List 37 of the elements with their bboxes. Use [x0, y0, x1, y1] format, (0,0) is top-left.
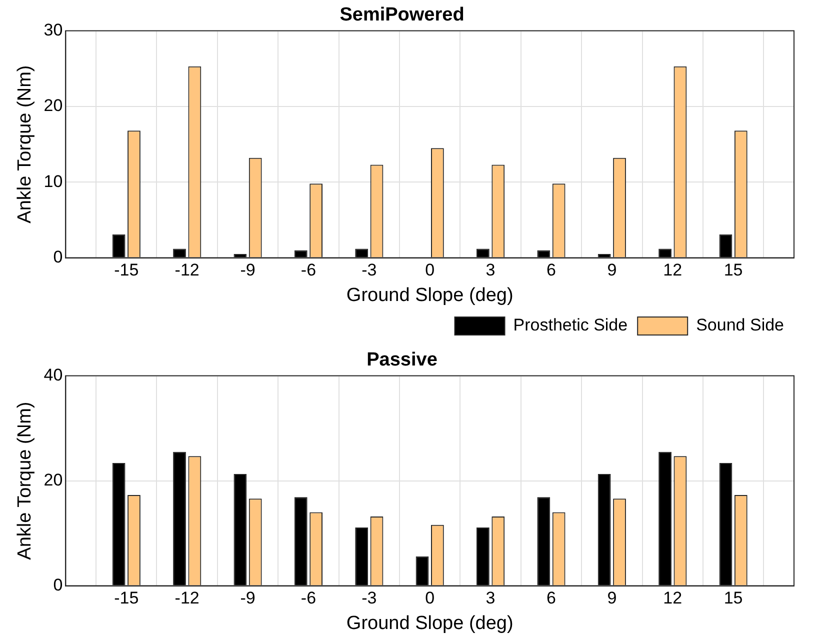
x-axis-title: Ground Slope (deg)	[346, 612, 514, 634]
y-tick-label: 0	[53, 575, 63, 594]
chart-title: SemiPowered	[340, 4, 464, 26]
x-tick-label: 12	[663, 260, 682, 280]
x-tick-label: 6	[546, 260, 556, 280]
x-tick-label: 0	[425, 260, 435, 280]
x-tick-label: -15	[114, 260, 139, 280]
y-tick-label: 20	[44, 470, 63, 490]
x-tick-label: -3	[362, 260, 377, 280]
y-tick-label: 30	[44, 20, 63, 40]
y-tick-label: 10	[44, 172, 63, 191]
x-tick-label: -9	[240, 260, 256, 280]
legend-label: Sound Side	[696, 316, 784, 335]
x-tick-label: 3	[486, 588, 496, 608]
x-tick-label: 6	[546, 588, 556, 608]
y-tick-label: 20	[44, 96, 63, 116]
legend-label: Prosthetic Side	[513, 316, 628, 335]
x-tick-label: 9	[607, 260, 617, 280]
x-tick-label: 3	[486, 260, 496, 280]
y-axis-title: Ankle Torque (Nm)	[14, 402, 36, 560]
x-tick-label: -6	[300, 260, 316, 280]
x-tick-label: 12	[663, 588, 682, 608]
chart-title: Passive	[366, 350, 438, 371]
x-tick-label: -12	[174, 260, 200, 280]
x-tick-label: -15	[114, 588, 139, 608]
y-tick-label: 0	[53, 247, 63, 266]
x-tick-label: -3	[362, 588, 377, 608]
x-tick-label: 0	[425, 588, 435, 608]
y-axis-title: Ankle Torque (Nm)	[14, 65, 36, 224]
x-axis-title: Ground Slope (deg)	[346, 284, 514, 306]
x-tick-label: 15	[724, 588, 743, 608]
x-tick-label: 15	[724, 260, 743, 280]
y-tick-label: 40	[44, 365, 63, 384]
x-tick-label: -6	[300, 588, 316, 608]
x-tick-label: -9	[240, 588, 256, 608]
x-tick-label: 9	[607, 588, 617, 608]
x-tick-label: -12	[174, 588, 200, 608]
